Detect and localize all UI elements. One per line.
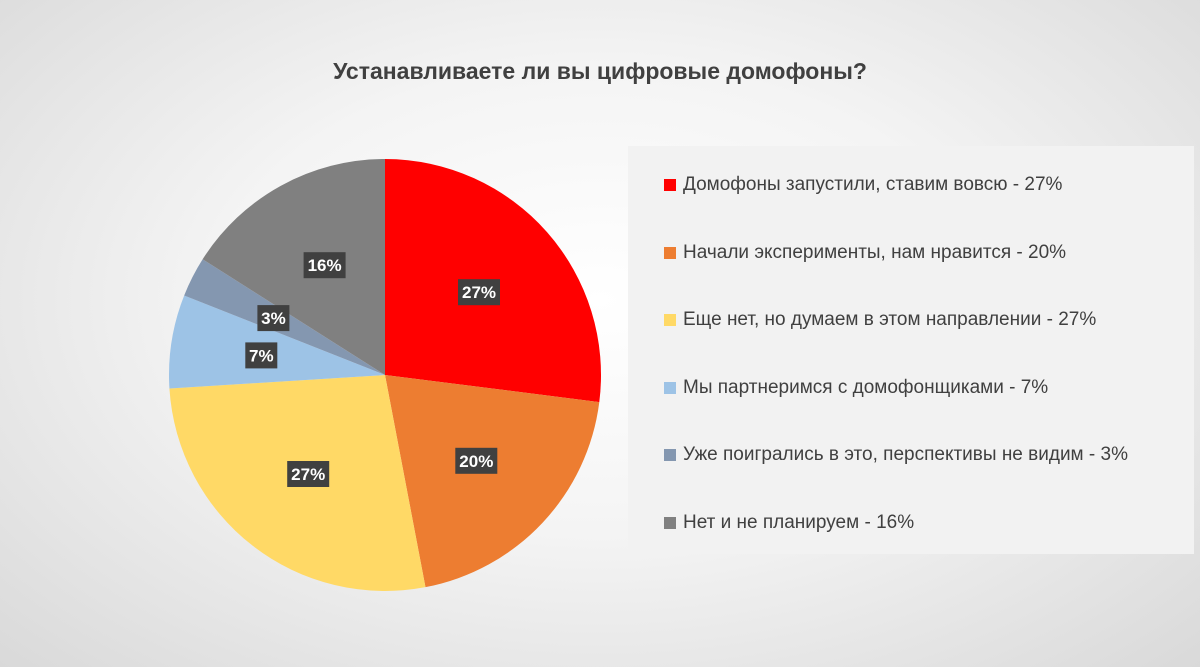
legend-item-4: Мы партнеримся с домофонщиками - 7% <box>664 374 1048 402</box>
svg-text:27%: 27% <box>462 283 496 302</box>
legend-swatch <box>664 314 676 326</box>
legend-swatch <box>664 179 676 191</box>
legend-item-6: Нет и не планируем - 16% <box>664 509 914 537</box>
legend-swatch <box>664 449 676 461</box>
legend-label: Домофоны запустили, ставим вовсю - 27% <box>683 174 1063 195</box>
legend-label: Мы партнеримся с домофонщиками - 7% <box>683 376 1049 398</box>
data-label-1: 27% <box>458 279 500 306</box>
svg-text:7%: 7% <box>249 346 274 365</box>
legend-item-3: Еще нет, но думаем в этом направлении - … <box>664 306 1096 334</box>
svg-text:20%: 20% <box>459 452 493 471</box>
svg-text:3%: 3% <box>261 309 286 328</box>
legend-item-1: Домофоны запустили, ставим вовсю - 27% <box>664 171 1062 199</box>
data-label-4: 7% <box>245 342 278 369</box>
svg-text:16%: 16% <box>308 256 342 275</box>
pie-slice-4 <box>169 295 385 389</box>
legend-swatch <box>664 246 676 259</box>
data-label-2: 20% <box>455 447 498 474</box>
chart-legend: Домофоны запустили, ставим вовсю - 27% На… <box>628 146 1194 554</box>
chart-title: Устанавливаете ли вы цифровые домофоны? <box>333 58 867 84</box>
pie-slice-6 <box>202 159 385 375</box>
legend-label: Еще нет, но думаем в этом направлении - … <box>683 309 1097 330</box>
data-label-5: 3% <box>257 305 290 332</box>
legend-label: Нет и не планируем - 16% <box>683 511 915 533</box>
svg-text:27%: 27% <box>291 465 325 484</box>
legend-swatch <box>664 516 676 529</box>
legend-item-2: Начали эксперименты, нам нравится - 20% <box>664 239 1066 267</box>
legend-label: Начали эксперименты, нам нравится - 20% <box>683 241 1067 263</box>
legend-label: Уже поигрались в это, перспективы не вид… <box>683 444 1128 465</box>
legend-swatch <box>664 381 676 394</box>
pie-slice-2 <box>385 375 600 588</box>
data-label-6: 16% <box>303 252 346 279</box>
data-label-3: 27% <box>287 461 330 487</box>
legend-item-5: Уже поигрались в это, перспективы не вид… <box>664 441 1128 469</box>
